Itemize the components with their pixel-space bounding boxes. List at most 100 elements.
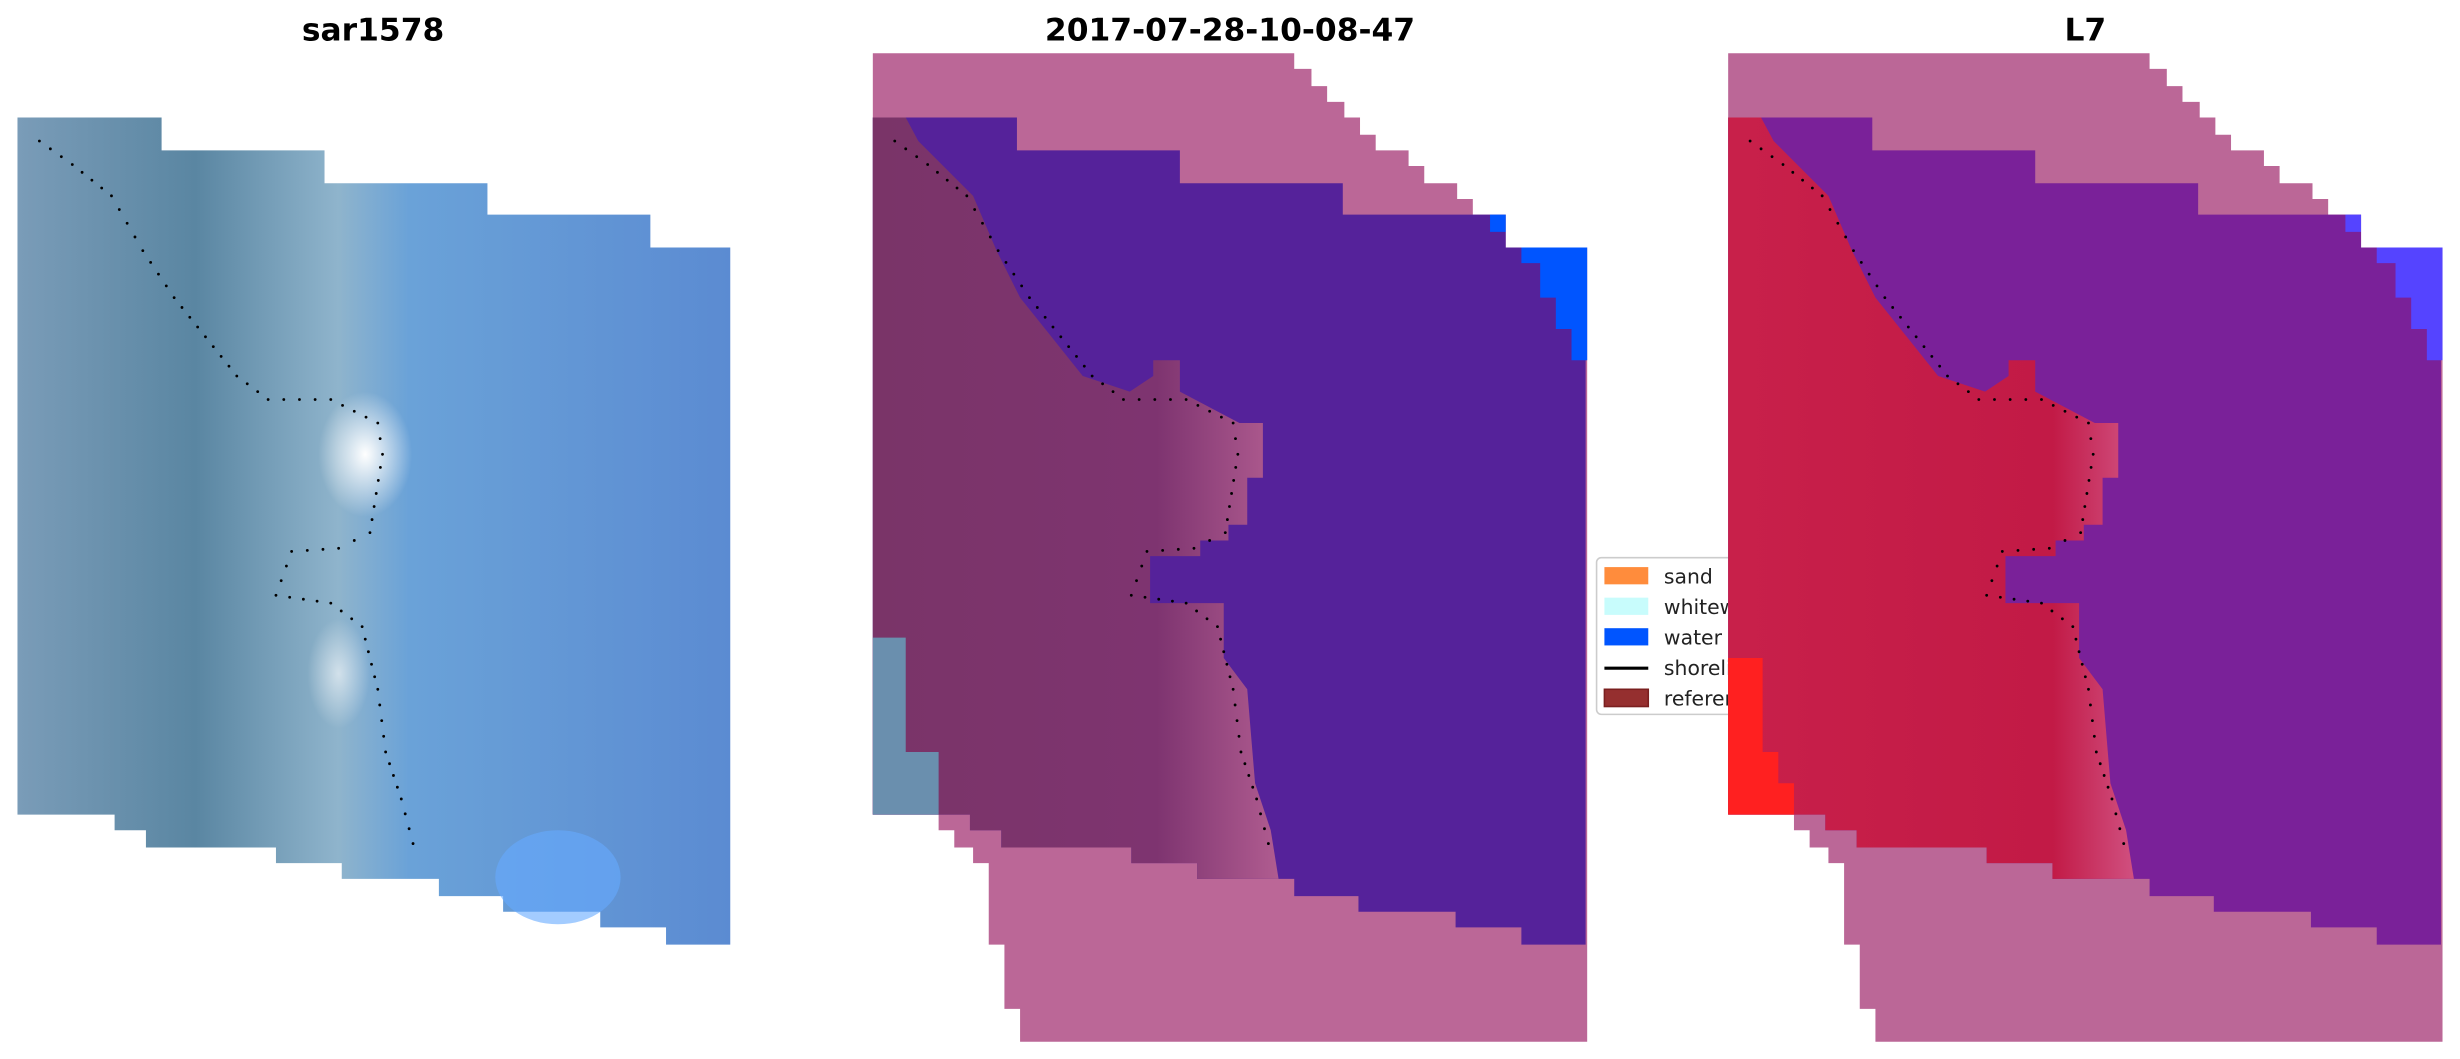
shoreline-point <box>2024 398 2028 401</box>
shoreline-point <box>2087 479 2091 482</box>
shoreline-point <box>1234 437 1237 441</box>
shoreline-point <box>1225 518 1229 521</box>
shoreline-point <box>1998 595 2002 599</box>
shoreline-point <box>1208 409 1212 413</box>
shoreline-point <box>2071 625 2075 629</box>
shoreline-point <box>973 208 977 211</box>
shoreline-point <box>915 155 919 159</box>
shoreline-point <box>341 403 344 407</box>
shoreline-point <box>1111 390 1115 394</box>
shoreline-point <box>329 398 333 401</box>
shoreline-point <box>80 170 84 174</box>
shoreline-point <box>2077 650 2081 654</box>
shoreline-point <box>370 662 373 666</box>
shoreline-point <box>403 812 407 816</box>
bright-water-patch <box>495 830 621 925</box>
shoreline-point <box>2090 719 2094 723</box>
shoreline-point <box>1161 548 1165 552</box>
shoreline-point <box>329 601 333 605</box>
shoreline-point <box>2032 547 2036 551</box>
shoreline-point <box>2114 812 2118 816</box>
shoreline-point <box>1891 306 1895 309</box>
sar-visible-pixels <box>872 637 939 815</box>
shoreline-point <box>376 479 380 482</box>
shoreline-point <box>1228 505 1231 508</box>
shoreline-point <box>2050 609 2054 613</box>
shoreline-point <box>1145 550 1149 553</box>
shoreline-point <box>2098 762 2102 766</box>
shoreline-point <box>48 147 52 151</box>
shoreline-point <box>2087 421 2090 425</box>
shoreline-point <box>1059 335 1063 339</box>
shoreline-point <box>1993 398 1996 401</box>
shoreline-point <box>1231 421 1235 425</box>
shoreline-point <box>301 597 305 601</box>
shoreline-point <box>1233 703 1237 707</box>
shoreline-point <box>172 296 176 300</box>
legend-swatch <box>1604 597 1649 615</box>
shoreline-point <box>1225 662 1229 666</box>
shoreline-point <box>904 147 908 151</box>
legend-swatch <box>1604 628 1649 646</box>
shoreline-point <box>2063 409 2067 413</box>
shoreline-point <box>2087 687 2090 691</box>
shoreline-point <box>1219 415 1223 419</box>
bright-land-pixels <box>1728 657 1794 815</box>
shoreline-point <box>1230 492 1233 495</box>
shoreline-point <box>337 546 341 550</box>
shoreline-point <box>125 221 129 225</box>
shoreline-point <box>981 221 984 225</box>
shoreline-point <box>315 599 319 603</box>
shoreline-point <box>1883 296 1887 300</box>
shoreline-point <box>1075 354 1078 358</box>
legend-item-sand: sand <box>1604 565 1713 589</box>
shoreline-point <box>149 260 153 264</box>
shoreline-point <box>1922 345 1926 349</box>
shoreline-point <box>1859 260 1863 264</box>
shoreline-point <box>1235 719 1239 723</box>
shoreline-point <box>945 178 949 182</box>
legend-label: sand <box>1664 565 1713 589</box>
shoreline-point <box>1122 398 1125 401</box>
shoreline-point <box>1222 650 1226 654</box>
shoreline-dots <box>37 139 415 846</box>
shoreline-point <box>1157 597 1161 601</box>
legend-swatch <box>1603 688 1650 708</box>
shoreline-point <box>378 437 382 441</box>
shoreline-point <box>1930 354 1934 358</box>
shoreline-point <box>70 163 74 166</box>
panel-1: sar1578 <box>17 13 731 945</box>
shoreline-point <box>2083 675 2087 679</box>
shoreline-point <box>117 208 121 211</box>
shoreline-point <box>368 531 372 535</box>
shoreline-point <box>2063 539 2067 542</box>
shoreline-point <box>245 382 249 386</box>
whitewater-highlight <box>307 618 370 729</box>
shoreline-point <box>1135 579 1138 583</box>
shoreline-point <box>2094 750 2098 754</box>
shoreline-point <box>204 335 207 339</box>
shoreline-point <box>378 465 382 469</box>
shoreline-point <box>2118 827 2122 831</box>
shoreline-point <box>2040 601 2043 605</box>
shoreline-point <box>2089 437 2093 441</box>
shoreline-point <box>2081 518 2085 521</box>
shoreline-point <box>313 398 317 401</box>
shoreline-point <box>1259 812 1262 816</box>
shoreline-point <box>2083 505 2087 508</box>
shoreline-point <box>180 306 184 309</box>
shoreline-point <box>1035 306 1039 309</box>
shoreline-point <box>1977 398 1981 401</box>
whitewater-highlight <box>318 391 413 517</box>
shoreline-point <box>164 284 168 288</box>
shoreline-point <box>2079 531 2083 535</box>
shoreline-point <box>1791 170 1795 174</box>
shoreline-point <box>1810 186 1814 190</box>
shoreline-point <box>1208 539 1212 542</box>
shoreline-point <box>1985 593 1989 597</box>
shoreline-point <box>363 637 367 641</box>
shoreline-point <box>893 139 897 143</box>
shoreline-point <box>1228 675 1232 679</box>
